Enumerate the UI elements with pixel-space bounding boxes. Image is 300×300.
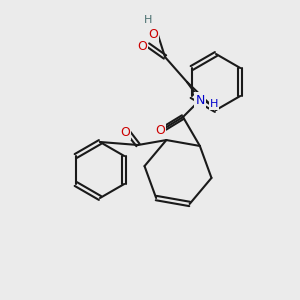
Text: O: O xyxy=(148,28,158,40)
Text: H: H xyxy=(144,15,152,25)
Text: O: O xyxy=(137,40,147,52)
Text: N: N xyxy=(195,94,205,106)
Text: O: O xyxy=(155,124,165,136)
Text: H: H xyxy=(210,99,218,109)
Text: O: O xyxy=(120,125,130,139)
